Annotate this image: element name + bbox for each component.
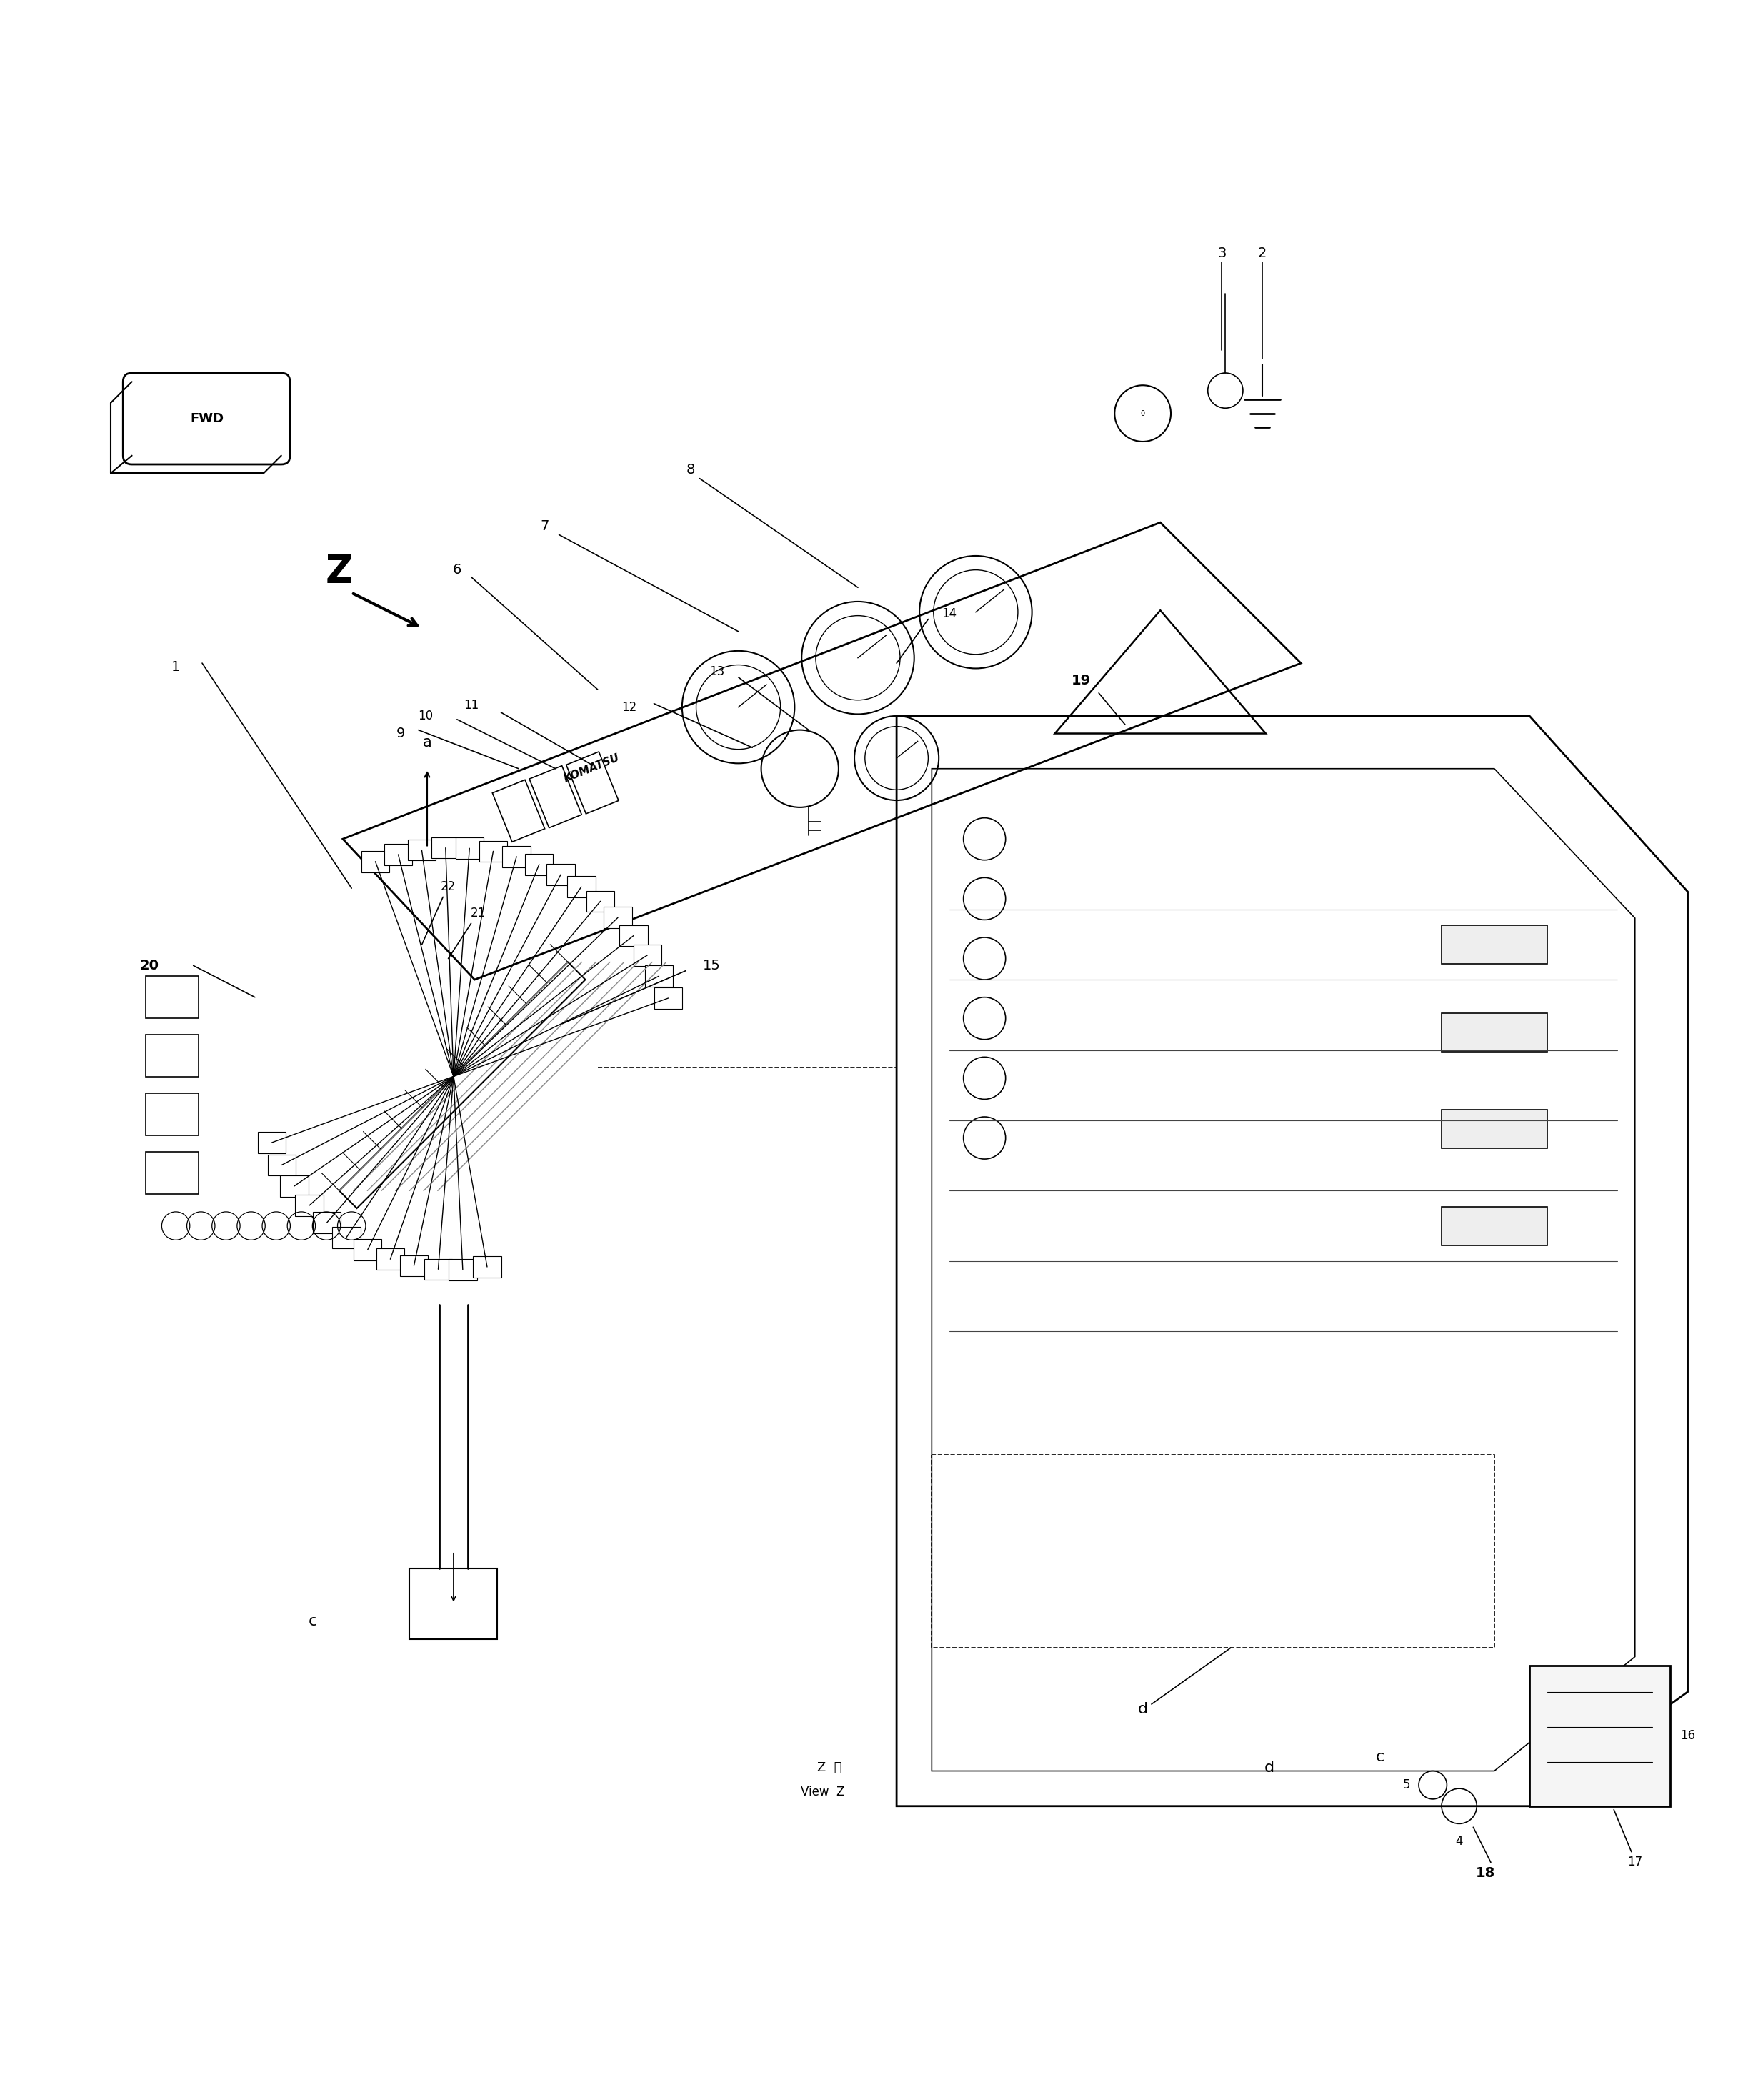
Bar (455, 838, 483, 859)
Bar (492, 779, 545, 842)
Text: 20: 20 (141, 960, 158, 972)
Text: FWD: FWD (190, 412, 225, 424)
Bar (480, 840, 508, 861)
Text: 17: 17 (1628, 1856, 1642, 1869)
Text: Z  視: Z 視 (817, 1762, 842, 1774)
Bar (1442, 1208, 1547, 1245)
Text: 18: 18 (1475, 1867, 1496, 1880)
Bar (503, 846, 531, 867)
Bar (332, 1226, 360, 1247)
Text: 8: 8 (686, 462, 696, 477)
Bar (399, 1256, 427, 1277)
Text: 10: 10 (418, 710, 432, 722)
Bar (605, 907, 633, 928)
Text: Z: Z (325, 552, 353, 590)
Text: 7: 7 (540, 519, 550, 533)
Bar (146, 1035, 199, 1077)
Bar (267, 1155, 295, 1176)
Bar (146, 1153, 199, 1195)
Bar (633, 945, 661, 966)
Text: View  Z: View Z (802, 1785, 844, 1798)
Text: 3: 3 (1217, 246, 1227, 260)
Text: d: d (1137, 1703, 1148, 1716)
Text: 22: 22 (441, 880, 455, 892)
Bar (146, 976, 199, 1018)
Bar (526, 855, 554, 876)
Bar (566, 752, 619, 815)
Bar (654, 987, 682, 1008)
Bar (547, 863, 575, 884)
Bar (376, 1250, 404, 1270)
Bar (568, 876, 596, 897)
Text: c: c (1377, 1749, 1384, 1764)
Bar (587, 890, 615, 911)
Text: 13: 13 (710, 666, 724, 678)
Text: a: a (422, 735, 432, 750)
Bar (362, 850, 390, 871)
Bar (385, 844, 413, 865)
Bar (295, 1195, 323, 1216)
Bar (146, 1094, 199, 1136)
Bar (431, 838, 459, 859)
Text: 4: 4 (1456, 1835, 1463, 1848)
Bar (619, 926, 647, 947)
Text: d: d (1264, 1760, 1275, 1774)
Text: 9: 9 (396, 727, 406, 741)
Bar (424, 1258, 452, 1279)
Text: c: c (309, 1615, 316, 1630)
Bar (1442, 926, 1547, 964)
Text: 2: 2 (1257, 246, 1268, 260)
Bar (645, 966, 673, 987)
Bar (473, 1256, 501, 1277)
Polygon shape (1529, 1665, 1670, 1806)
Bar (313, 1212, 341, 1233)
Text: 14: 14 (942, 607, 956, 620)
Bar (1442, 1109, 1547, 1149)
Text: 5: 5 (1403, 1779, 1410, 1791)
Bar (258, 1132, 287, 1153)
Text: 16: 16 (1681, 1730, 1695, 1743)
Bar (448, 1260, 476, 1281)
Bar (1442, 1012, 1547, 1052)
Bar (280, 1176, 308, 1197)
Text: 12: 12 (622, 701, 636, 714)
Text: KOMATSU: KOMATSU (563, 752, 622, 785)
Text: 15: 15 (703, 960, 721, 972)
Text: 1: 1 (171, 659, 181, 674)
Bar (529, 766, 582, 827)
Text: 6: 6 (452, 563, 462, 578)
Bar (353, 1239, 381, 1260)
Text: 21: 21 (471, 907, 485, 920)
Text: 11: 11 (464, 699, 478, 712)
Text: 0: 0 (1141, 410, 1144, 418)
Text: 19: 19 (1071, 674, 1092, 687)
Bar (408, 840, 436, 861)
Polygon shape (339, 962, 585, 1208)
Bar (410, 1569, 498, 1640)
